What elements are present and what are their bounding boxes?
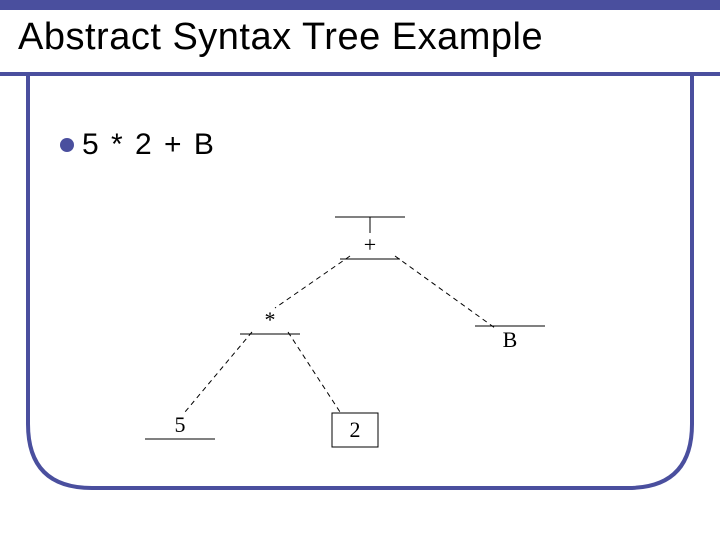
title-underline <box>0 72 720 76</box>
ast-diagram: + * B 5 2 <box>140 190 580 470</box>
tree-node-plus: + <box>364 232 376 258</box>
bullet-text: 5 * 2 + B <box>82 128 216 162</box>
tree-node-star: * <box>265 307 276 333</box>
tree-node-B: B <box>503 327 518 353</box>
tree-node-five: 5 <box>175 412 186 438</box>
slide: Abstract Syntax Tree Example 5 * 2 + B +… <box>0 0 720 540</box>
slide-title: Abstract Syntax Tree Example <box>18 16 543 59</box>
bullet-row: 5 * 2 + B <box>60 128 216 162</box>
title-band: Abstract Syntax Tree Example <box>0 0 720 92</box>
bullet-icon <box>60 138 74 152</box>
tree-node-two: 2 <box>350 417 361 443</box>
